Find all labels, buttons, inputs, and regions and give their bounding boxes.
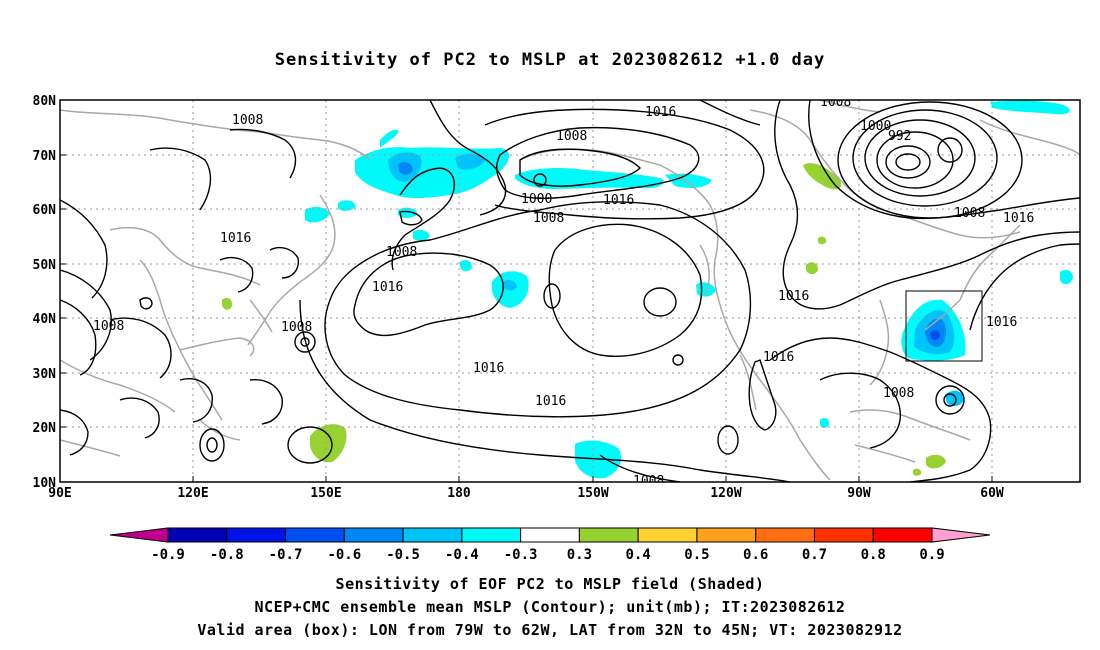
contour-label: 1016 [1003,211,1034,226]
coastlines [60,100,1080,481]
caption-shading: Sensitivity of EOF PC2 to MSLP field (Sh… [335,575,765,593]
colorbar-max-triangle [931,527,991,543]
colorbar-swatch [167,527,228,543]
contour-label: 1016 [778,289,809,304]
colorbar-label: 0.5 [684,547,709,563]
colorbar-swatch [226,527,287,543]
colorbar-label: -0.9 [151,547,185,563]
colorbar-swatch [520,527,580,543]
contour-label: 992 [888,129,911,144]
contour-label: 1008 [954,206,985,221]
caption-contour: NCEP+CMC ensemble mean MSLP (Contour); u… [254,598,846,616]
lon-label: 120W [710,486,741,501]
contour-labels: 1008 1016 1008 1000 992 1008 1016 1008 1… [93,95,1034,489]
colorbar-label: 0.6 [743,547,768,563]
colorbar-swatch [343,527,404,543]
contour-label: 1016 [645,105,676,120]
contour-label: 1016 [603,193,634,208]
colorbar-label: -0.4 [445,547,479,563]
colorbar-label: -0.5 [386,547,420,563]
contour-label: 1008 [93,319,124,334]
colorbar-label: 0.3 [567,547,592,563]
colorbar-label: 0.9 [919,547,944,563]
colorbar-swatch [872,527,933,543]
colorbar: -0.9 -0.8 -0.7 -0.6 -0.5 -0.4 -0.3 0.3 0.4 0.5 0.6… [109,527,991,563]
contour-label: 1016 [763,350,794,365]
contour-label: 1016 [220,231,251,246]
map-title: Sensitivity of PC2 to MSLP at 2023082612… [274,50,826,70]
colorbar-label: -0.7 [269,547,303,563]
longitude-labels: 90E 120E 150E 180 150W 120W 90W 60W [48,486,1004,501]
colorbar-swatch [696,527,757,543]
lat-label: 80N [33,94,57,109]
lon-label: 150E [310,486,341,501]
lat-label: 50N [33,258,57,273]
contour-label: 1008 [232,113,263,128]
contour-label: 1016 [473,361,504,376]
axis-ticks [60,99,993,482]
contour-label: 1008 [556,129,587,144]
contour-label: 1008 [883,386,914,401]
plot-frame [59,99,1081,483]
lat-label: 70N [33,149,57,164]
mslp-contours [60,100,1080,482]
contour-label: 1008 [281,320,312,335]
lat-label: 60N [33,203,57,218]
latitude-labels: 80N 70N 60N 50N 40N 30N 20N 10N [33,94,57,491]
colorbar-swatch [813,527,874,543]
valid-area-box [905,290,983,362]
lon-label: 90E [48,486,71,501]
contour-label: 1008 [386,245,417,260]
colorbar-swatch [578,527,639,543]
lon-label: 90W [847,486,871,501]
lon-label: 60W [980,486,1004,501]
colorbar-label: -0.6 [327,547,361,563]
lat-label: 20N [33,421,57,436]
contour-label: 1016 [372,280,403,295]
colorbar-min-triangle [109,527,169,543]
colorbar-swatch [637,527,698,543]
lat-label: 40N [33,312,57,327]
contour-label: 1000 [860,119,891,134]
colorbar-swatch [461,527,522,543]
contour-label: 1008 [633,474,664,489]
lon-label: 180 [447,486,471,501]
colorbar-label: 0.7 [802,547,827,563]
caption-valid-area: Valid area (box): LON from 79W to 62W, L… [197,621,903,639]
colorbar-label: 0.8 [861,547,886,563]
lon-label: 150W [577,486,608,501]
colorbar-label: -0.8 [210,547,244,563]
lat-label: 10N [33,476,57,491]
contour-label: 1016 [986,315,1017,330]
colorbar-swatch [755,527,815,543]
lat-label: 30N [33,367,57,382]
contour-label: 1008 [533,211,564,226]
lon-label: 120E [177,486,208,501]
contour-label: 1008 [820,95,851,110]
contour-label: 1016 [535,394,566,409]
graticule [60,100,1080,482]
contour-label: 1000 [521,192,552,207]
colorbar-swatch [285,527,345,543]
colorbar-label: -0.3 [504,547,538,563]
positive-region-labrador [803,163,842,190]
colorbar-label: 0.4 [626,547,651,563]
colorbar-swatch [402,527,463,543]
